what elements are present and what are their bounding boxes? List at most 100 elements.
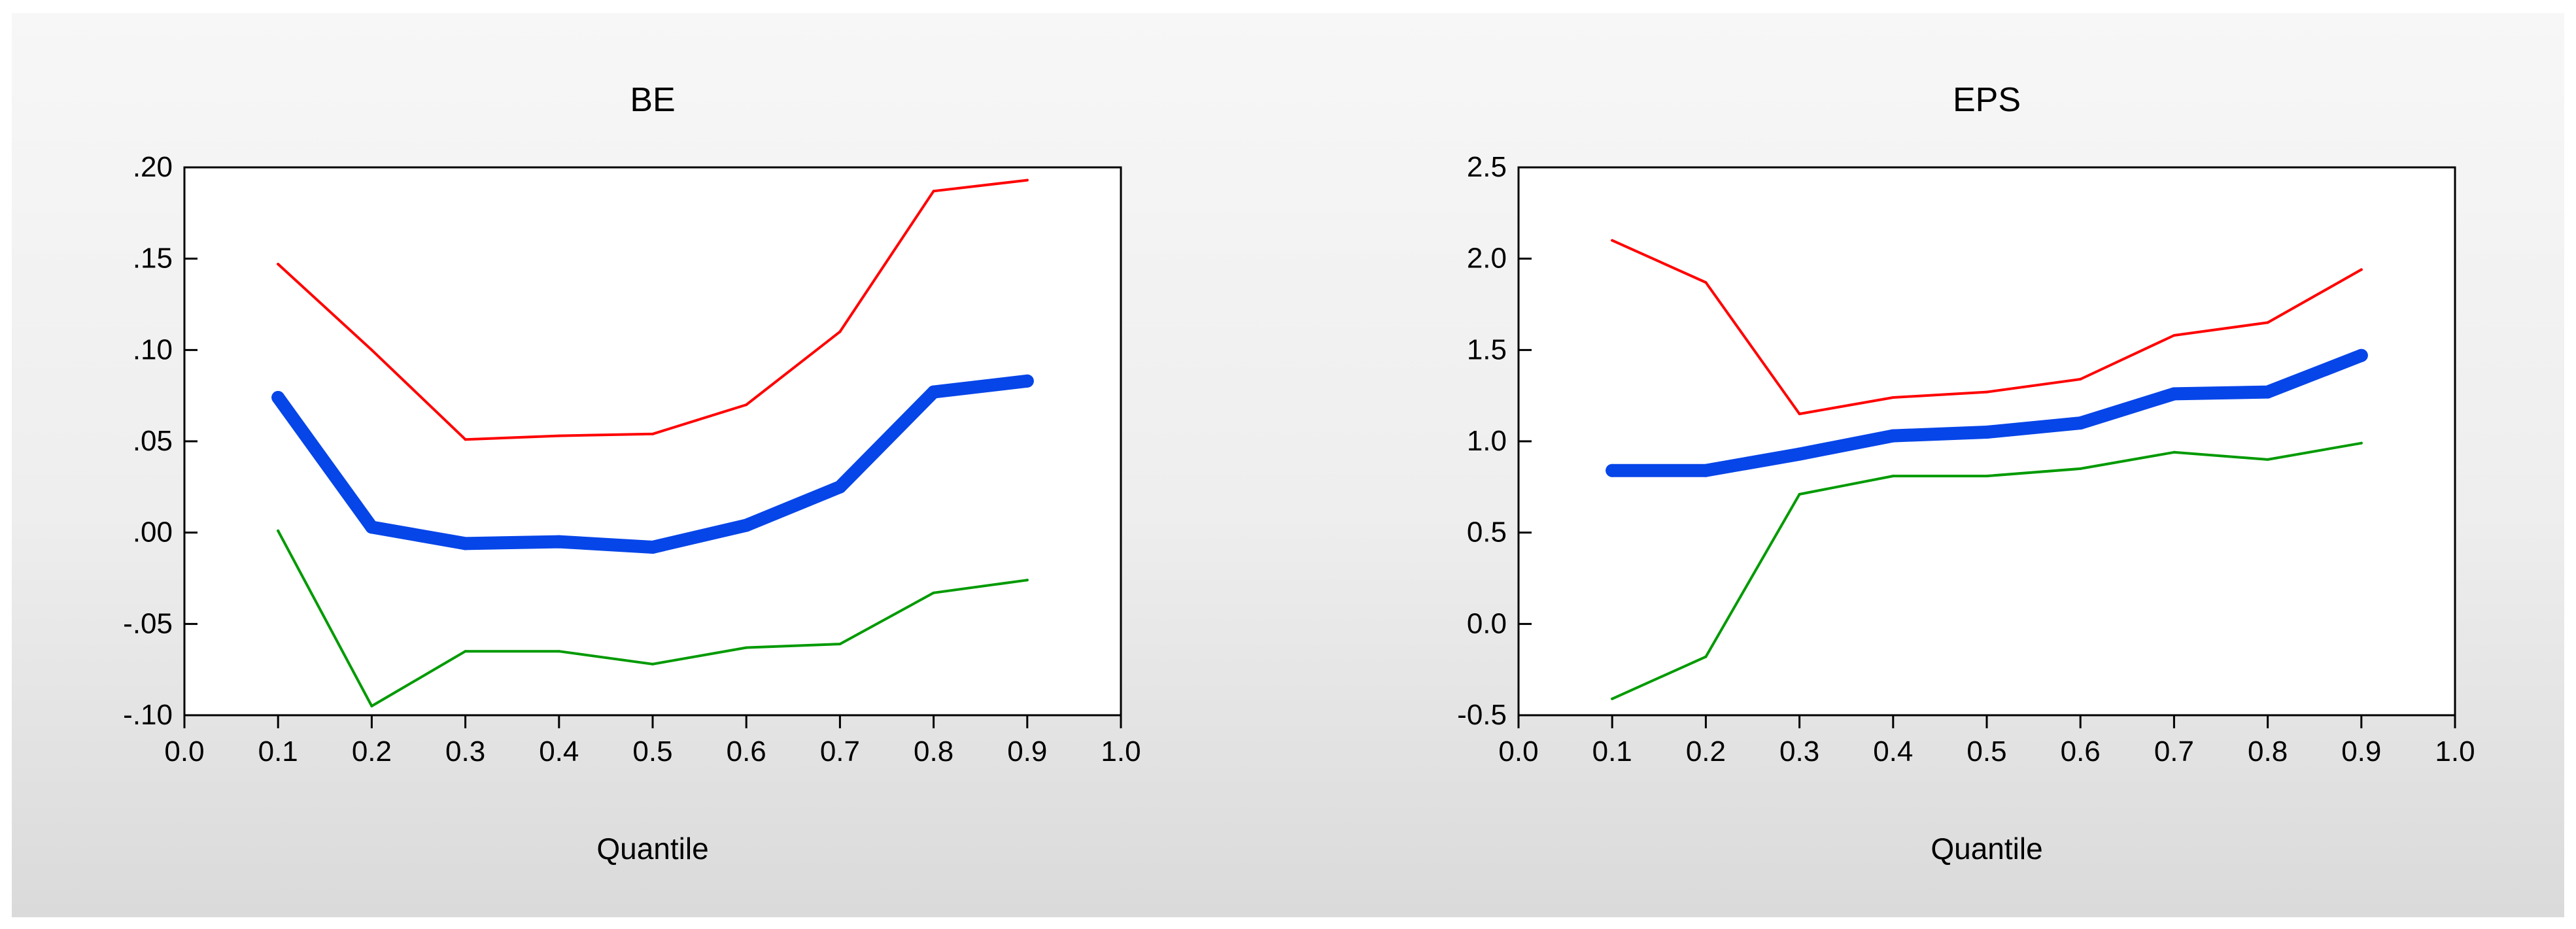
chart-1-x-tick-label: 0.6: [727, 735, 766, 768]
chart-2-y-tick-label: 2.5: [1467, 151, 1507, 183]
chart-1-series-lower-point: [277, 529, 280, 532]
chart-2-x-axis-label: Quantile: [1931, 832, 2042, 866]
chart-2-x-tick-label: 0.7: [2154, 735, 2194, 768]
chart-2-series-lower-point: [1611, 697, 1614, 700]
chart-svg: BE 0.0 0.1 0.2 0.3 0.4 0.5 0.6 0.7 0.8 0.9 1.0 -.10 -…: [123, 81, 2475, 866]
chart-1-x-axis-label: Quantile: [596, 832, 708, 866]
chart-1-series-estimate-point: [271, 390, 285, 404]
chart-2-x-tick-label: 0.3: [1779, 735, 1819, 768]
chart-1-series-estimate-point: [927, 385, 940, 399]
chart-2-series-upper-point: [2079, 378, 2082, 381]
chart-2-series-estimate-point: [1793, 447, 1806, 461]
chart-2-series-upper-point: [1704, 280, 1708, 284]
chart-2-x-tick-label: 0.1: [1592, 735, 1632, 768]
chart-1-x-tick-label: 0.8: [914, 735, 953, 768]
chart-2-series-lower-point: [2172, 450, 2176, 454]
chart-1-series-estimate-point: [646, 541, 659, 554]
chart-2-series-lower-point: [2079, 467, 2082, 470]
chart-1-series-lower-point: [838, 643, 842, 646]
chart-2-series-estimate-point: [1699, 464, 1713, 477]
chart-1-y-tick-label: -.05: [123, 607, 173, 639]
chart-2-panel: EPS 0.0 0.1 0.2 0.3 0.4 0.5 0.6 0.7 0.8 0.9 1.0 -0.5…: [1457, 81, 2475, 866]
chart-2-series-estimate-point: [1980, 426, 1993, 439]
chart-2-series-upper-point: [2172, 333, 2176, 337]
chart-1-x-tick-label: 0.4: [539, 735, 579, 768]
chart-1-y-tick-label: .05: [133, 425, 173, 457]
chart-2-x-tick-label: 0.9: [2341, 735, 2381, 768]
chart-1-series-upper-point: [277, 263, 280, 266]
chart-2-title: EPS: [1953, 81, 2021, 119]
chart-2-series-upper-point: [1611, 239, 1614, 242]
chart-1-series-upper-point: [464, 438, 467, 441]
chart-1-series-upper-point: [651, 432, 654, 435]
chart-1-series-estimate-point: [833, 480, 847, 494]
chart-2-x-tick-label: 0.2: [1686, 735, 1726, 768]
chart-2-x-tick-label: 0.0: [1498, 735, 1538, 768]
chart-1-x-tick-label: 0.9: [1007, 735, 1047, 768]
chart-1-y-tick-label: .00: [133, 516, 173, 549]
chart-1-series-estimate-point: [1020, 374, 1034, 388]
chart-1-series-upper-point: [1025, 178, 1029, 182]
chart-1-plot-area: [183, 166, 1122, 717]
chart-1-series-estimate-point: [552, 535, 566, 549]
chart-2-plot-area: [1517, 166, 2456, 717]
chart-2-series-estimate-point: [2167, 387, 2181, 401]
chart-1-y-tick-label: .20: [133, 151, 173, 183]
chart-2-y-tick-label: 0.0: [1467, 607, 1507, 639]
chart-2-series-lower-point: [2360, 441, 2363, 445]
chart-2-series-lower-point: [1704, 655, 1708, 658]
chart-1-series-estimate-point: [365, 520, 379, 534]
chart-2-y-tick-label: 1.0: [1467, 425, 1507, 457]
chart-2-series-lower-point: [1891, 475, 1895, 478]
chart-2-x-tick-label: 0.4: [1873, 735, 1913, 768]
chart-2-series-lower-point: [1985, 475, 1988, 478]
chart-1-x-tick-label: 0.5: [632, 735, 672, 768]
chart-2-y-tick-label: 2.0: [1467, 243, 1507, 275]
chart-1-x-tick-label: 0.0: [164, 735, 204, 768]
chart-2-x-tick-label: 0.5: [1966, 735, 2006, 768]
chart-2-series-upper-point: [2360, 268, 2363, 271]
chart-2-series-estimate-point: [2074, 416, 2087, 430]
chart-1-series-estimate-point: [458, 537, 472, 550]
chart-2-x-tick-label: 1.0: [2435, 735, 2475, 768]
chart-2-series-estimate-point: [1606, 464, 1619, 477]
chart-1-series-estimate-point: [740, 518, 753, 532]
chart-1-series-upper-point: [932, 190, 935, 193]
chart-1-x-tick-label: 1.0: [1101, 735, 1141, 768]
chart-1-x-tick-label: 0.3: [445, 735, 485, 768]
chart-2-series-lower-point: [1798, 493, 1801, 496]
chart-1-panel: BE 0.0 0.1 0.2 0.3 0.4 0.5 0.6 0.7 0.8 0.9 1.0 -.10 -…: [123, 81, 1141, 866]
chart-1-series-lower-point: [370, 705, 373, 708]
chart-1-series-upper-point: [370, 348, 373, 352]
chart-2-y-tick-label: 1.5: [1467, 333, 1507, 365]
chart-2-series-upper-point: [1985, 390, 1988, 394]
chart-1-series-lower-point: [651, 662, 654, 666]
chart-1-y-tick-label: -.10: [123, 699, 173, 731]
chart-2-series-upper-point: [1798, 413, 1801, 416]
chart-1-x-tick-label: 0.7: [820, 735, 860, 768]
chart-1-y-tick-label: .15: [133, 243, 173, 275]
chart-1-series-lower-point: [464, 650, 467, 653]
chart-2-series-upper-point: [1891, 396, 1895, 399]
chart-1-x-tick-label: 0.1: [258, 735, 298, 768]
chart-2-series-estimate-point: [2261, 385, 2275, 399]
chart-1-series-upper-point: [745, 403, 748, 407]
chart-1-series-lower-point: [932, 591, 935, 594]
chart-2-series-upper-point: [2266, 321, 2269, 324]
chart-1-series-lower-point: [1025, 579, 1029, 582]
chart-1-series-lower-point: [557, 650, 560, 653]
chart-1-title: BE: [630, 81, 675, 119]
chart-2-x-tick-label: 0.6: [2061, 735, 2101, 768]
chart-2-series-lower-point: [2266, 458, 2269, 461]
chart-1-series-lower-point: [745, 646, 748, 649]
chart-2-y-tick-label: 0.5: [1467, 516, 1507, 549]
chart-2-series-estimate-point: [1886, 429, 1900, 443]
chart-canvas: BE 0.0 0.1 0.2 0.3 0.4 0.5 0.6 0.7 0.8 0.9 1.0 -.10 -…: [12, 13, 2564, 917]
chart-1-series-upper-point: [838, 330, 842, 333]
chart-2-x-tick-label: 0.8: [2248, 735, 2288, 768]
chart-2-series-estimate-point: [2354, 348, 2368, 362]
chart-2-y-tick-label: -0.5: [1457, 699, 1507, 731]
chart-1-x-tick-label: 0.2: [352, 735, 392, 768]
chart-1-y-tick-label: .10: [133, 333, 173, 365]
chart-1-series-upper-point: [557, 434, 560, 437]
